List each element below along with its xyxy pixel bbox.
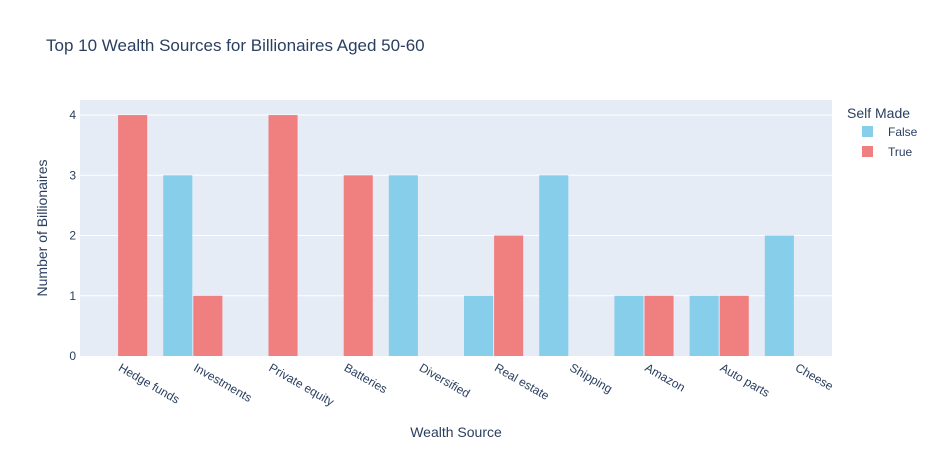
bar-amazon-false[interactable] (614, 295, 644, 356)
legend-title: Self Made (847, 105, 910, 121)
legend-swatch-true (862, 146, 873, 157)
y-tick-label: 0 (69, 349, 76, 363)
legend-item-false[interactable]: False (862, 125, 918, 139)
y-tick-label: 2 (69, 229, 76, 243)
bar-diversified-false[interactable] (388, 175, 418, 356)
y-tick-label: 4 (69, 108, 76, 122)
bar-shipping-false[interactable] (539, 175, 569, 356)
y-tick-label: 3 (69, 168, 76, 182)
legend-label-false: False (888, 125, 918, 139)
bar-real-estate-false[interactable] (464, 295, 494, 356)
plot-background (80, 100, 832, 356)
x-tick-label-hedge-funds: Hedge funds (116, 360, 182, 406)
x-tick-label-diversified: Diversified (417, 360, 473, 400)
y-tick-labels: 0 1 2 3 4 (69, 108, 76, 363)
x-tick-label-investments: Investments (191, 360, 254, 404)
x-tick-label-auto-parts: Auto parts (718, 360, 772, 399)
x-tick-label-private-equity: Private equity (267, 360, 337, 408)
chart-title: Top 10 Wealth Sources for Billionaires A… (46, 36, 425, 55)
x-tick-labels: Hedge funds Investments Private equity Batt… (116, 360, 836, 408)
bar-cheese-false[interactable] (764, 235, 794, 356)
bar-auto-parts-true[interactable] (719, 295, 749, 356)
x-axis-title: Wealth Source (410, 424, 502, 440)
bar-investments-true[interactable] (193, 295, 223, 356)
bar-batteries-true[interactable] (343, 175, 373, 356)
legend-swatch-false (862, 126, 873, 137)
y-tick-label: 1 (69, 289, 76, 303)
y-axis-title: Number of Billionaires (34, 160, 50, 297)
bars (118, 115, 794, 356)
x-tick-label-real-estate: Real estate (492, 360, 552, 403)
legend-label-true: True (888, 145, 913, 159)
bar-hedge-funds-true[interactable] (118, 115, 148, 356)
bar-amazon-true[interactable] (644, 295, 674, 356)
bar-auto-parts-false[interactable] (689, 295, 719, 356)
x-tick-label-batteries: Batteries (342, 360, 390, 396)
legend-item-true[interactable]: True (862, 145, 913, 159)
bar-real-estate-true[interactable] (494, 235, 524, 356)
x-tick-label-shipping: Shipping (567, 360, 614, 395)
legend[interactable]: Self Made False True (847, 105, 918, 159)
bar-private-equity-true[interactable] (268, 115, 298, 356)
x-tick-label-cheese: Cheese (793, 360, 836, 393)
x-tick-label-amazon: Amazon (643, 360, 688, 394)
bar-investments-false[interactable] (163, 175, 193, 356)
